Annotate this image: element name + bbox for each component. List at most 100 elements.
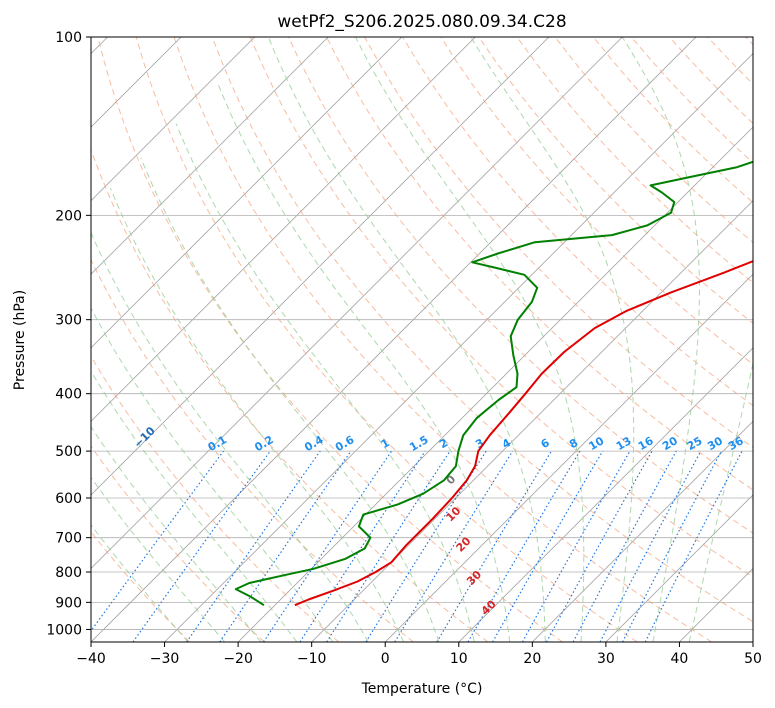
mixing-ratio-line <box>219 450 352 642</box>
moist-adiabat-line <box>355 37 585 642</box>
mixing-ratio-label: 36 <box>726 434 746 453</box>
mixing-ratio-line <box>132 450 271 642</box>
moist-adiabat-line <box>470 37 635 642</box>
mixing-ratio-label: 16 <box>636 434 656 453</box>
mixing-ratio-line <box>599 450 702 642</box>
mixing-ratio-line <box>394 450 514 642</box>
profile-lines <box>234 160 753 607</box>
x-axis-label: Temperature (°C) <box>361 681 483 697</box>
background-lines <box>91 37 753 642</box>
isotherm-line <box>91 37 329 275</box>
dry-adiabat-line <box>554 37 753 244</box>
isotherm-line <box>91 37 623 569</box>
isotherm-line <box>237 126 753 642</box>
y-axis-label: Pressure (hPa) <box>12 290 28 390</box>
axes: −40 −30 −20 −10 0 10 20 30 40 5010020030040050060… <box>46 30 762 667</box>
y-tick-label: 600 <box>55 491 82 507</box>
mixing-ratio-label: 10 <box>587 434 607 453</box>
plot-frame <box>90 36 754 643</box>
moist-adiabat-line <box>217 83 511 642</box>
dewpoint-profile <box>234 160 753 607</box>
mixing-ratio-line <box>186 450 321 642</box>
isotherm-line <box>311 200 753 642</box>
dry-adiabat-label: −10 <box>131 424 158 451</box>
isotherm-line <box>752 641 753 642</box>
moist-adiabat-line <box>91 476 225 642</box>
dry-adiabat-line <box>287 37 753 534</box>
mixing-ratio-line <box>644 450 743 642</box>
isotherm-line <box>91 37 550 496</box>
isotherm-line <box>605 494 753 642</box>
isotherm-line <box>679 567 753 642</box>
dry-adiabat-line <box>135 37 638 642</box>
moist-adiabat-line <box>91 524 189 642</box>
mixing-ratio-label: 13 <box>614 434 634 453</box>
mixing-ratio-line <box>299 450 426 642</box>
moist-adiabat-line <box>91 370 298 642</box>
mixing-ratio-line <box>91 450 224 632</box>
dry-adiabat-line <box>173 37 713 642</box>
mixing-ratio-label: 6 <box>539 436 552 451</box>
isotherm-line <box>532 420 753 642</box>
y-tick-label: 200 <box>55 208 82 224</box>
dry-adiabat-line <box>592 37 753 204</box>
moist-adiabat-line <box>91 425 262 642</box>
dry-adiabat-line <box>211 37 753 623</box>
mixing-ratio-line <box>521 450 631 642</box>
dry-adiabat-line <box>97 37 563 642</box>
y-tick-label: 400 <box>55 387 82 403</box>
x-tick-label: 0 <box>381 651 390 667</box>
dry-adiabat-line <box>91 148 489 642</box>
mixing-ratio-line <box>262 450 392 642</box>
x-tick-label: 50 <box>744 651 762 667</box>
x-tick-label: 40 <box>671 651 689 667</box>
mixing-ratio-label: 1 <box>379 436 392 451</box>
y-tick-label: 300 <box>55 313 82 329</box>
isotherm-line <box>458 347 753 642</box>
dry-adiabat-line <box>440 37 753 365</box>
moist-adiabat-line <box>267 37 546 642</box>
dry-adiabat-line <box>326 37 753 491</box>
dry-adiabat-line <box>745 37 753 46</box>
dry-adiabat-line <box>669 37 753 125</box>
mixing-ratio-label: 25 <box>685 434 705 453</box>
moist-adiabat-line <box>91 307 334 642</box>
y-tick-label: 700 <box>55 531 82 547</box>
dry-adiabat-line <box>91 258 414 642</box>
dry-adiabat-line <box>91 531 191 642</box>
dry-adiabat-line <box>91 355 340 642</box>
x-tick-label: −30 <box>150 651 180 667</box>
y-tick-label: 900 <box>55 595 82 611</box>
y-tick-label: 500 <box>55 444 82 460</box>
x-tick-label: 30 <box>597 651 615 667</box>
mixing-ratio-line <box>326 450 451 642</box>
moist-adiabat-line <box>688 360 753 642</box>
x-tick-label: 10 <box>450 651 468 667</box>
mixing-ratio-label: 20 <box>660 434 680 453</box>
moist-adiabat-label: 40 <box>479 597 499 617</box>
isotherm-line <box>91 37 255 202</box>
y-tick-label: 1000 <box>46 622 82 638</box>
moist-adiabat-label: 0 <box>444 472 459 487</box>
x-tick-label: −10 <box>297 651 327 667</box>
isotherm-line <box>91 37 697 642</box>
isotherm-line <box>91 37 476 422</box>
dry-adiabat-label: −30 <box>0 358 3 385</box>
dry-adiabat-line <box>249 37 753 578</box>
moist-adiabat-line <box>109 188 405 642</box>
mixing-ratio-label: 4 <box>500 436 513 451</box>
mixing-ratio-label: 30 <box>705 434 725 453</box>
moist-adiabat-label: 30 <box>464 568 484 588</box>
x-tick-label: −40 <box>76 651 106 667</box>
isotherm-line <box>384 273 753 642</box>
moist-adiabat-line <box>175 123 475 642</box>
x-tick-label: 20 <box>523 651 541 667</box>
dry-adiabat-line <box>516 37 753 284</box>
y-tick-label: 100 <box>55 30 82 46</box>
x-tick-label: −20 <box>223 651 253 667</box>
isotherm-line <box>164 53 753 642</box>
moist-adiabat-line <box>140 157 440 642</box>
temperature-profile <box>294 260 753 607</box>
